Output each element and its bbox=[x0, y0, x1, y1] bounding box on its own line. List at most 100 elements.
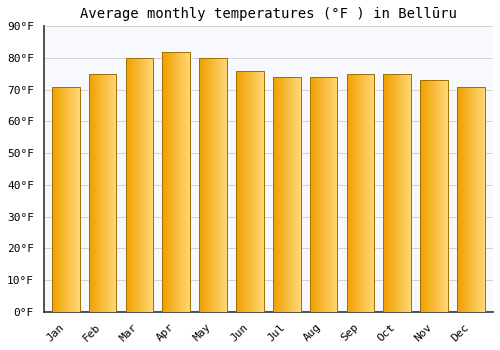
Bar bbox=[96, 74, 97, 312]
Bar bbox=[314, 77, 316, 312]
Bar bbox=[420, 80, 422, 312]
Bar bbox=[386, 74, 388, 312]
Bar bbox=[424, 80, 426, 312]
Bar bbox=[287, 77, 288, 312]
Bar bbox=[346, 74, 348, 312]
Bar bbox=[238, 71, 239, 312]
Bar bbox=[76, 86, 77, 312]
Bar bbox=[248, 71, 250, 312]
Bar bbox=[438, 80, 440, 312]
Bar bbox=[410, 74, 411, 312]
Bar bbox=[398, 74, 400, 312]
Bar bbox=[216, 58, 218, 312]
Bar bbox=[223, 58, 224, 312]
Bar bbox=[298, 77, 299, 312]
Bar bbox=[389, 74, 390, 312]
Bar bbox=[400, 74, 402, 312]
Bar bbox=[368, 74, 370, 312]
Bar bbox=[128, 58, 130, 312]
Bar bbox=[362, 74, 363, 312]
Bar bbox=[257, 71, 258, 312]
Bar bbox=[328, 77, 329, 312]
Bar bbox=[115, 74, 116, 312]
Bar bbox=[373, 74, 374, 312]
Bar bbox=[352, 74, 354, 312]
Bar bbox=[205, 58, 206, 312]
Bar bbox=[100, 74, 102, 312]
Bar bbox=[200, 58, 202, 312]
Bar bbox=[326, 77, 328, 312]
Bar bbox=[184, 52, 186, 312]
Bar bbox=[94, 74, 96, 312]
Bar bbox=[312, 77, 314, 312]
Bar bbox=[440, 80, 441, 312]
Bar bbox=[175, 52, 176, 312]
Bar bbox=[206, 58, 208, 312]
Bar bbox=[358, 74, 359, 312]
Bar bbox=[170, 52, 172, 312]
Bar bbox=[292, 77, 294, 312]
Bar bbox=[66, 86, 67, 312]
Bar bbox=[475, 86, 476, 312]
Bar bbox=[132, 58, 134, 312]
Bar bbox=[176, 52, 178, 312]
Bar bbox=[252, 71, 254, 312]
Bar bbox=[288, 77, 290, 312]
Bar bbox=[162, 52, 164, 312]
Bar bbox=[294, 77, 295, 312]
Bar bbox=[239, 71, 240, 312]
Bar bbox=[180, 52, 182, 312]
Bar bbox=[359, 74, 360, 312]
Bar bbox=[78, 86, 80, 312]
Bar bbox=[220, 58, 222, 312]
Bar bbox=[254, 71, 256, 312]
Bar bbox=[72, 86, 74, 312]
Bar bbox=[146, 58, 148, 312]
Bar bbox=[130, 58, 131, 312]
Bar bbox=[186, 52, 188, 312]
Bar bbox=[276, 77, 277, 312]
Bar bbox=[324, 77, 325, 312]
Bar bbox=[262, 71, 264, 312]
Bar bbox=[168, 52, 170, 312]
Bar bbox=[325, 77, 326, 312]
Bar bbox=[131, 58, 132, 312]
Bar bbox=[240, 71, 242, 312]
Bar bbox=[68, 86, 70, 312]
Bar bbox=[140, 58, 141, 312]
Bar bbox=[474, 86, 475, 312]
Bar bbox=[388, 74, 389, 312]
Bar bbox=[484, 86, 485, 312]
Bar bbox=[428, 80, 430, 312]
Bar bbox=[148, 58, 149, 312]
Bar bbox=[446, 80, 448, 312]
Bar bbox=[182, 52, 183, 312]
Bar bbox=[104, 74, 106, 312]
Bar bbox=[63, 86, 64, 312]
Bar bbox=[74, 86, 76, 312]
Bar bbox=[236, 71, 238, 312]
Bar bbox=[296, 77, 298, 312]
Bar bbox=[202, 58, 203, 312]
Bar bbox=[142, 58, 144, 312]
Bar bbox=[364, 74, 366, 312]
Bar bbox=[406, 74, 407, 312]
Bar bbox=[479, 86, 480, 312]
Bar bbox=[393, 74, 394, 312]
Bar bbox=[372, 74, 373, 312]
Bar bbox=[77, 86, 78, 312]
Bar bbox=[204, 58, 205, 312]
Bar bbox=[179, 52, 180, 312]
Bar bbox=[316, 77, 318, 312]
Bar bbox=[329, 77, 330, 312]
Bar bbox=[108, 74, 110, 312]
Bar bbox=[98, 74, 100, 312]
Bar bbox=[280, 77, 281, 312]
Bar bbox=[468, 86, 469, 312]
Bar bbox=[145, 58, 146, 312]
Bar bbox=[422, 80, 423, 312]
Bar bbox=[97, 74, 98, 312]
Bar bbox=[244, 71, 246, 312]
Bar bbox=[482, 86, 484, 312]
Bar bbox=[93, 74, 94, 312]
